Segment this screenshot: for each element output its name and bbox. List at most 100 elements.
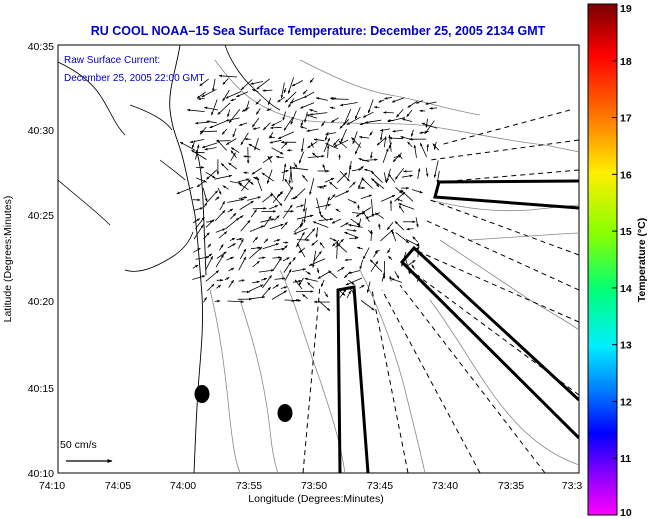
colorbar-tick-label: 11 <box>620 453 631 465</box>
current-vector <box>282 163 287 182</box>
current-vector <box>316 198 322 216</box>
current-vector <box>284 91 297 103</box>
current-vector <box>309 178 315 196</box>
feature-blob-2 <box>277 404 293 422</box>
current-vector <box>283 261 292 273</box>
current-vector <box>401 118 413 122</box>
current-vector <box>335 208 341 213</box>
current-vector <box>324 177 335 183</box>
current-vector <box>277 131 295 140</box>
inlet-shore <box>124 104 194 272</box>
current-vector <box>222 185 229 190</box>
current-vector <box>227 300 245 304</box>
current-vector <box>398 203 415 210</box>
current-vector <box>425 101 437 105</box>
current-vector <box>273 215 280 221</box>
current-vector <box>251 117 260 128</box>
current-vector <box>250 209 257 218</box>
current-vector <box>379 130 383 141</box>
current-vector <box>330 117 339 123</box>
current-vector <box>307 282 314 289</box>
sandy-hook <box>195 149 207 276</box>
current-vector <box>212 78 216 92</box>
current-vector <box>227 198 245 203</box>
current-vector <box>228 279 234 288</box>
current-vector <box>267 155 272 163</box>
x-tick: 73:50 <box>301 480 327 492</box>
current-vector <box>340 222 349 228</box>
current-vector <box>206 120 217 124</box>
current-vector <box>339 170 350 182</box>
x-tick: 73:40 <box>432 480 458 492</box>
current-vector <box>263 238 269 244</box>
current-vector <box>269 139 282 144</box>
current-vector <box>300 120 304 127</box>
current-vector <box>319 242 325 249</box>
current-vector <box>229 181 242 185</box>
current-vector <box>241 107 250 112</box>
x-tick: 74:10 <box>39 480 65 492</box>
current-vector <box>325 132 337 136</box>
current-vector <box>238 196 248 199</box>
current-vector <box>243 155 251 158</box>
current-vector <box>394 271 400 279</box>
current-vector <box>206 253 213 258</box>
current-vector <box>215 228 226 233</box>
current-vector <box>325 143 339 150</box>
current-vector <box>388 255 393 261</box>
current-vector <box>411 189 423 194</box>
current-vector <box>252 260 260 268</box>
y-tick: 40:35 <box>28 41 54 53</box>
current-vector <box>216 139 227 151</box>
scale-label: 50 cm/s <box>60 439 97 451</box>
current-vector <box>309 77 315 83</box>
current-vector <box>346 290 352 299</box>
current-vector <box>325 196 330 210</box>
current-vector <box>283 116 294 131</box>
current-vector <box>189 139 205 144</box>
current-vector <box>229 237 236 242</box>
current-vector <box>289 96 305 104</box>
colorbar-tick-label: 15 <box>620 226 632 238</box>
current-vector <box>251 167 263 175</box>
current-vector <box>239 248 247 260</box>
current-vector <box>357 204 360 210</box>
current-vector <box>296 238 310 242</box>
current-vector <box>349 236 359 240</box>
current-vector <box>228 267 235 272</box>
current-vector <box>347 223 363 228</box>
current-vector <box>220 163 229 171</box>
current-vector <box>383 172 388 184</box>
sector-outlines <box>336 179 579 473</box>
x-tick: 73:55 <box>236 480 262 492</box>
current-vector <box>339 288 347 299</box>
current-vector <box>238 279 245 282</box>
current-vector <box>304 228 316 241</box>
current-vector <box>225 138 237 146</box>
current-vector <box>298 151 304 164</box>
current-vector <box>269 223 284 230</box>
current-vector <box>204 147 217 151</box>
current-vector <box>226 256 234 261</box>
current-vector <box>191 149 207 160</box>
current-vector <box>192 275 206 280</box>
current-vector <box>266 108 272 111</box>
current-vector <box>359 284 365 289</box>
current-vector <box>280 286 288 289</box>
current-vector <box>313 250 322 263</box>
current-vector <box>406 109 413 117</box>
current-vector <box>255 108 261 115</box>
current-vector <box>260 278 268 281</box>
current-vector <box>400 189 414 202</box>
current-vector <box>193 247 201 253</box>
current-vector <box>352 131 358 145</box>
current-vector <box>216 284 222 289</box>
current-vector <box>360 194 373 200</box>
current-vector <box>236 91 249 98</box>
current-vector <box>228 162 237 170</box>
current-vector <box>228 108 241 124</box>
current-vector <box>391 230 397 242</box>
legend-line-1: Raw Surface Current: <box>64 55 160 66</box>
current-vector <box>304 277 318 282</box>
current-vector <box>328 270 338 279</box>
